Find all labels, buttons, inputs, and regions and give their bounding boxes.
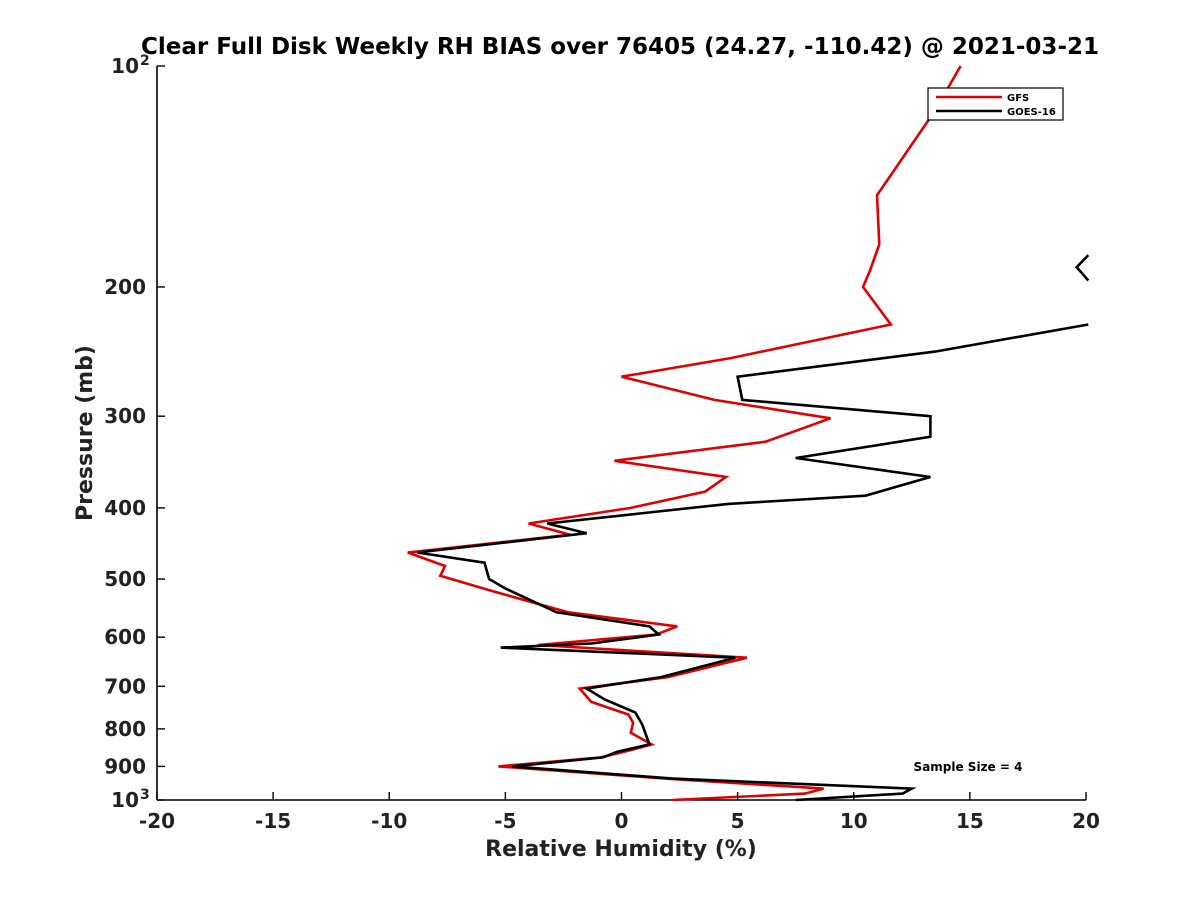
y-tick-label: 500 (104, 567, 146, 591)
y-tick-label: 900 (104, 754, 146, 778)
x-tick-label: 20 (1072, 809, 1100, 833)
y-tick-label: 700 (104, 674, 146, 698)
x-tick-label: -15 (255, 809, 291, 833)
y-tick-exponent: 2 (140, 53, 150, 69)
y-tick-label: 200 (104, 275, 146, 299)
x-tick-label: 10 (840, 809, 868, 833)
y-tick-label: 300 (104, 404, 146, 428)
x-tick-label: -5 (494, 809, 516, 833)
x-ticks: -20 -15 -10 -5 0 5 10 15 20 (139, 792, 1100, 833)
series-line-goes16-0 (1074, 254, 1090, 282)
sample-size-annotation: Sample Size = 4 (914, 760, 1023, 774)
legend-box (927, 87, 1064, 121)
x-tick-label: 15 (956, 809, 984, 833)
x-tick-label: 0 (615, 809, 629, 833)
y-tick-exponent: 3 (140, 787, 150, 803)
legend-label-gfs: GFS (1007, 93, 1029, 104)
y-tick-label: 600 (104, 625, 146, 649)
y-tick-label: 400 (104, 496, 146, 520)
series-layer (407, 65, 1090, 802)
legend: GFS GOES-16 (927, 87, 1064, 121)
y-tick-label: 10 (111, 788, 139, 812)
x-tick-label: 5 (731, 809, 745, 833)
y-axis-label: Pressure (mb) (73, 345, 98, 521)
x-axis-label: Relative Humidity (%) (485, 837, 757, 862)
legend-label-goes16: GOES-16 (1007, 107, 1056, 118)
chart-title: Clear Full Disk Weekly RH BIAS over 7640… (141, 34, 1099, 60)
y-tick-label: 800 (104, 717, 146, 741)
plot-area: -20 -15 -10 -5 0 5 10 15 20 10 220030040050060070… (104, 53, 1100, 833)
y-tick-label: 10 (111, 54, 139, 78)
x-tick-label: -20 (139, 809, 175, 833)
x-tick-label: -10 (371, 809, 407, 833)
series-line-goes16-1 (416, 323, 1089, 802)
